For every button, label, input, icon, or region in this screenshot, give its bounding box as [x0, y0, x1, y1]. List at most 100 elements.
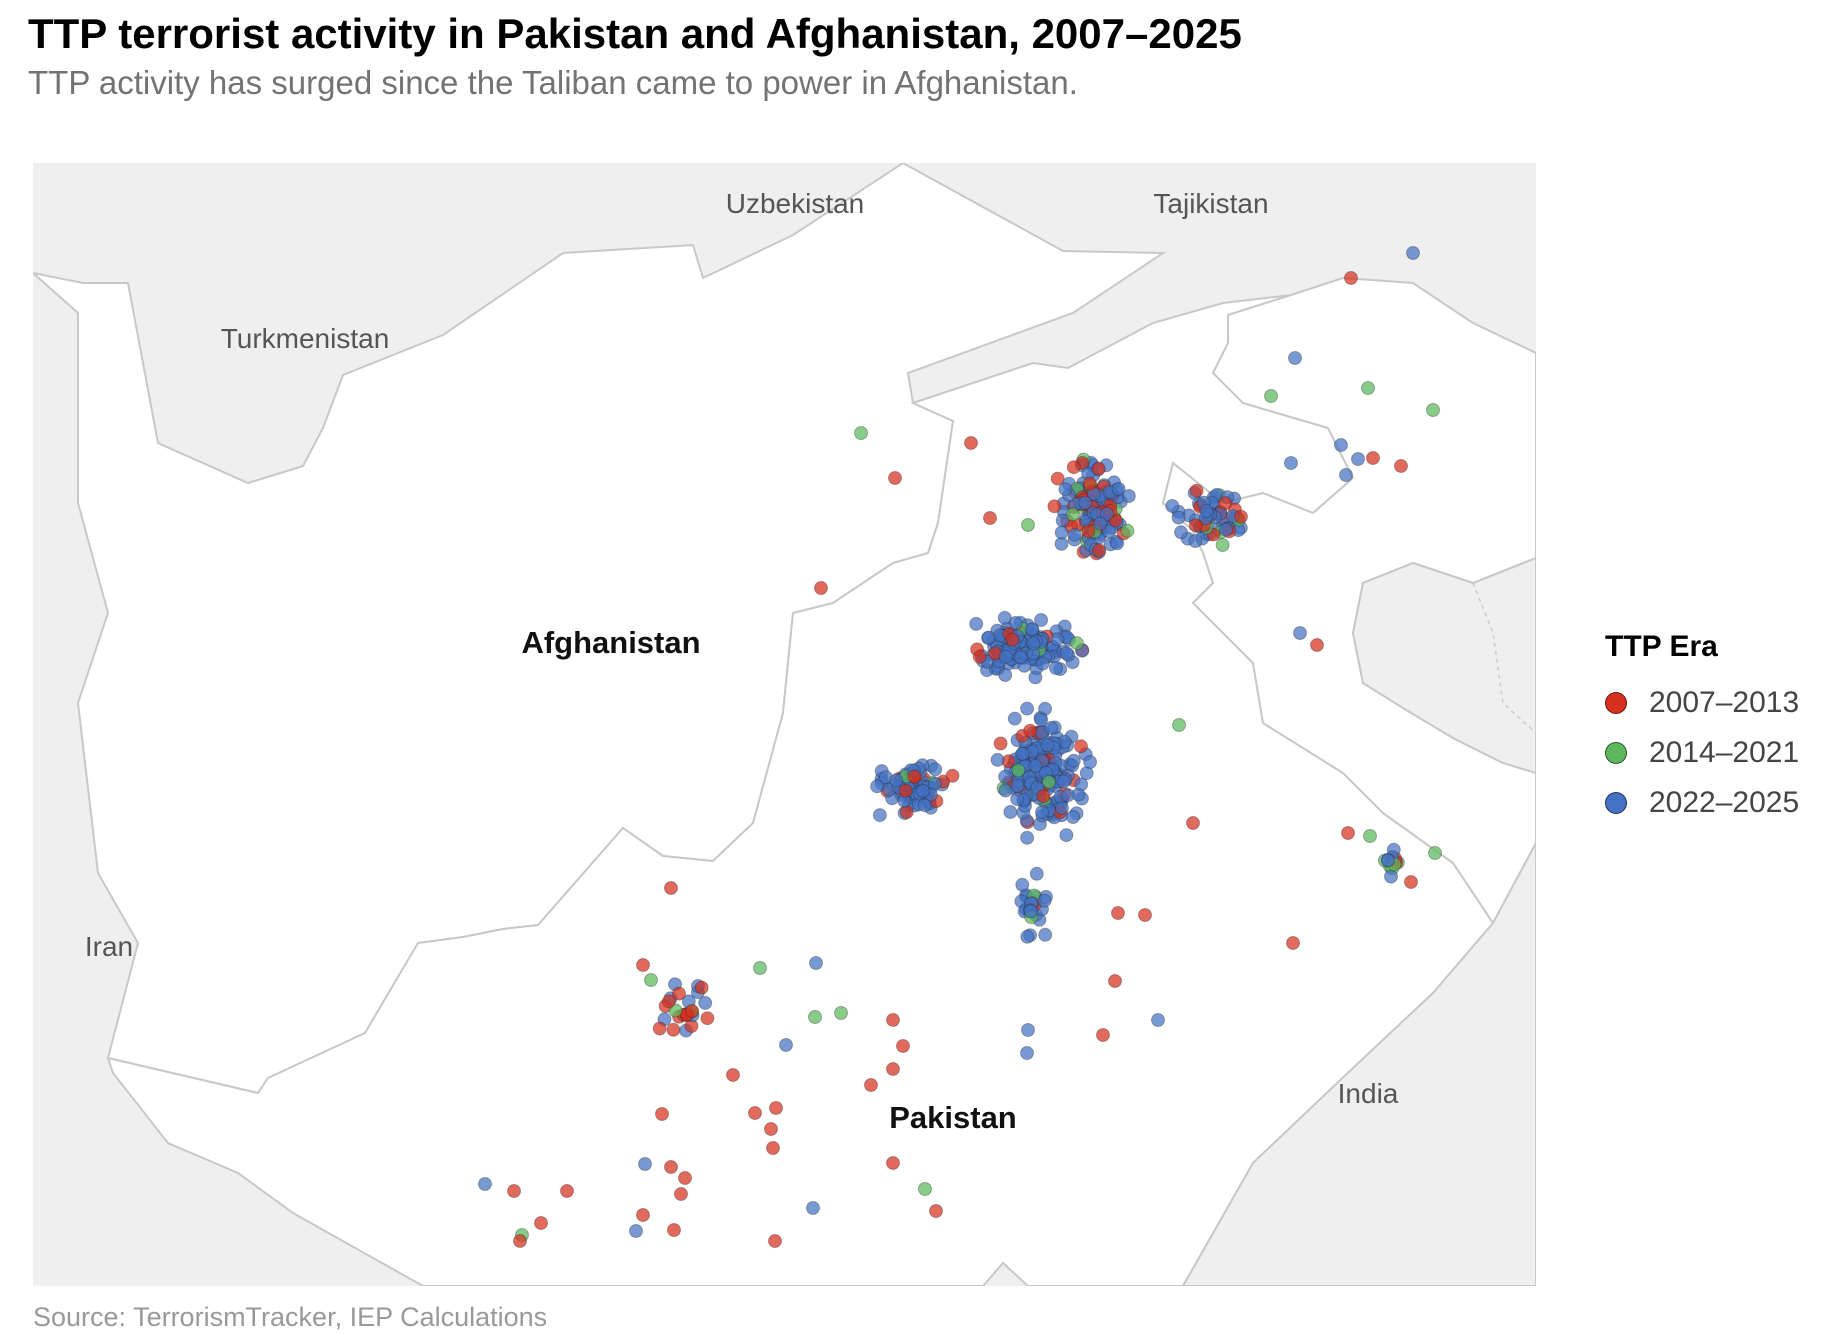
label-pakistan: Pakistan: [889, 1100, 1017, 1135]
incident-point: [1339, 468, 1353, 482]
incident-point: [1028, 758, 1043, 773]
incident-point: [1069, 636, 1084, 651]
label-tajikistan: Tajikistan: [1153, 188, 1268, 219]
incident-point: [1151, 1013, 1165, 1027]
incident-point: [1363, 829, 1377, 843]
incident-point: [1189, 483, 1204, 498]
incident-point: [674, 1187, 688, 1201]
incident-point: [664, 1160, 678, 1174]
incident-point: [998, 769, 1013, 784]
incident-point: [1005, 632, 1020, 647]
incident-point: [1010, 792, 1025, 806]
incident-point: [769, 1101, 783, 1115]
incident-point: [997, 610, 1012, 625]
incident-point: [1384, 869, 1398, 884]
incident-point: [1034, 712, 1049, 727]
incident-point: [636, 1208, 650, 1222]
incident-point: [964, 436, 978, 450]
incident-point: [1293, 626, 1307, 640]
incident-point: [1034, 613, 1049, 627]
incident-point: [1188, 534, 1203, 548]
incident-point: [664, 881, 678, 895]
incident-point: [983, 511, 997, 525]
incident-point: [1037, 893, 1052, 908]
incident-point: [1026, 636, 1041, 651]
incident-point: [700, 1011, 715, 1026]
incident-point: [1215, 538, 1230, 552]
incident-point: [1055, 800, 1069, 815]
incident-point: [1008, 616, 1023, 630]
incident-point: [888, 471, 902, 485]
incident-point: [806, 1201, 820, 1215]
incident-point: [644, 973, 658, 987]
incident-point: [1074, 777, 1089, 792]
incident-point: [1054, 525, 1069, 540]
incident-point: [685, 1004, 699, 1018]
incident-point: [1284, 456, 1298, 470]
incident-point: [854, 426, 868, 440]
incident-point: [638, 1157, 652, 1171]
incident-point: [1188, 518, 1203, 533]
incident-point: [1021, 518, 1035, 532]
legend-item-2007-2013: 2007–2013: [1605, 678, 1825, 728]
india-shape: [1181, 556, 1536, 1286]
chart-subtitle: TTP activity has surged since the Taliba…: [28, 64, 1078, 101]
incident-point: [1288, 351, 1302, 365]
incident-point: [918, 1182, 932, 1196]
incident-point: [1165, 499, 1180, 513]
incident-point: [1038, 927, 1053, 942]
incident-point: [1406, 246, 1420, 260]
incident-point: [1040, 738, 1055, 753]
incident-point: [1023, 723, 1038, 738]
incident-point: [1264, 389, 1278, 403]
map: Uzbekistan Tajikistan Turkmenistan Afgha…: [33, 163, 1536, 1286]
incident-point: [1111, 481, 1126, 496]
incident-point: [655, 1107, 669, 1121]
incident-point: [998, 783, 1013, 798]
incident-point: [1174, 525, 1188, 540]
incident-point: [1036, 789, 1051, 804]
incident-point: [1025, 622, 1039, 637]
incident-point: [998, 668, 1013, 682]
incident-point: [896, 1039, 910, 1053]
incident-point: [872, 808, 887, 823]
incident-point: [779, 1038, 793, 1052]
legend-label: 2014–2021: [1649, 736, 1800, 769]
incident-point: [1186, 816, 1200, 830]
incident-point: [1286, 936, 1300, 950]
incident-point: [1082, 476, 1097, 491]
incident-point: [814, 581, 828, 595]
map-canvas: Uzbekistan Tajikistan Turkmenistan Afgha…: [33, 163, 1536, 1286]
incident-point: [753, 961, 767, 975]
label-iran: Iran: [85, 931, 133, 962]
incident-point: [1035, 805, 1050, 819]
incident-point: [1219, 522, 1233, 537]
incident-point: [1015, 877, 1030, 892]
incident-point: [864, 1078, 878, 1092]
label-turkmenistan: Turkmenistan: [221, 323, 390, 354]
incident-point: [1049, 661, 1063, 675]
incident-point: [667, 1223, 681, 1237]
incident-point: [1428, 846, 1442, 860]
incident-point: [834, 1006, 848, 1020]
incident-point: [1065, 507, 1080, 522]
incident-point: [1091, 461, 1106, 476]
incident-point: [1083, 755, 1098, 769]
legend-item-2022-2025: 2022–2025: [1605, 778, 1825, 828]
incident-point: [993, 736, 1008, 751]
incident-point: [1003, 805, 1018, 819]
incident-point: [478, 1177, 492, 1191]
incident-point: [1111, 906, 1125, 920]
incident-point: [1172, 718, 1186, 732]
incident-point: [1011, 763, 1026, 778]
incident-point: [886, 1062, 900, 1076]
incident-point: [889, 773, 903, 788]
incident-point: [1171, 510, 1186, 525]
incident-point: [1066, 753, 1081, 768]
incident-point: [870, 779, 885, 794]
incident-point: [1067, 527, 1082, 542]
incident-point: [928, 762, 943, 777]
incident-point: [1092, 543, 1106, 558]
incident-points: [478, 246, 1442, 1248]
incident-point: [1015, 746, 1030, 761]
